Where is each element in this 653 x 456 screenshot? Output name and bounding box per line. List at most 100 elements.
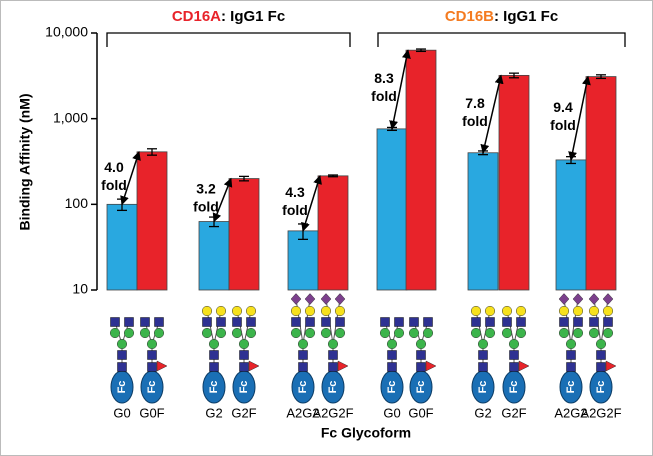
glcnac [124, 317, 134, 327]
glcnac [559, 317, 569, 327]
glycan-link [236, 310, 245, 345]
glycan-link [506, 310, 515, 345]
x-tick-label: G2F [501, 405, 526, 420]
fold-number: 3.2 [196, 181, 216, 197]
fold-number: 4.0 [104, 159, 124, 175]
bar [467, 152, 499, 291]
bar [106, 203, 138, 291]
fc-label: Fc [238, 381, 250, 394]
bar [405, 49, 437, 291]
fucose [425, 360, 437, 372]
fold-word: fold [282, 202, 308, 218]
error-bar [147, 148, 157, 156]
glcnac [140, 317, 150, 327]
mannose [565, 338, 577, 350]
mannose [327, 338, 339, 350]
mannose [379, 327, 391, 339]
x-tick-label: G0 [113, 405, 130, 420]
group-name: CD16A [172, 8, 221, 25]
bracket [106, 32, 351, 47]
glycan-link [475, 310, 484, 345]
fold-number: 7.8 [465, 95, 485, 111]
sialic-acid [290, 293, 302, 305]
galactose [201, 305, 213, 317]
error-bar [416, 48, 426, 53]
glcnac [328, 362, 338, 372]
bar [585, 76, 617, 291]
galactose [602, 305, 614, 317]
galactose [290, 305, 302, 317]
glcnac [416, 350, 426, 360]
galactose [501, 305, 513, 317]
glcnac [566, 362, 576, 372]
galactose [334, 305, 346, 317]
mannose [408, 327, 420, 339]
galactose [558, 305, 570, 317]
bar [317, 175, 349, 291]
glcnac [394, 317, 404, 327]
glcnac [147, 362, 157, 372]
mannose [501, 327, 513, 339]
glcnac [154, 317, 164, 327]
glcnac [202, 317, 212, 327]
sialic-acid [588, 293, 600, 305]
y-tick-label: 10 [72, 281, 88, 297]
glcnac [596, 350, 606, 360]
glcnac [328, 350, 338, 360]
mannose [393, 327, 405, 339]
glcnac [409, 317, 419, 327]
x-tick-label: A2G2 [554, 405, 587, 420]
mannose [123, 327, 135, 339]
glcnac [335, 317, 345, 327]
sialic-acid [304, 293, 316, 305]
mannose [415, 338, 427, 350]
fucose [605, 360, 617, 372]
sialic-acid [558, 293, 570, 305]
x-tick-label: A2G2 [286, 405, 319, 420]
galactose [515, 305, 527, 317]
fc-label: Fc [146, 381, 158, 394]
glcnac [416, 362, 426, 372]
x-tick-label: G0F [408, 405, 433, 420]
glcnac [117, 350, 127, 360]
bracket [377, 32, 626, 47]
mannose [386, 338, 398, 350]
glcnac [239, 362, 249, 372]
mannose [245, 327, 257, 339]
glcnac [485, 317, 495, 327]
glcnac [478, 362, 488, 372]
bar [228, 178, 260, 291]
glcnac [478, 350, 488, 360]
sialic-acid [320, 293, 332, 305]
fc-label: Fc [477, 381, 489, 394]
galactose [588, 305, 600, 317]
fc-label: Fc [508, 381, 520, 394]
x-tick-label: A2G2F [580, 405, 621, 420]
glcnac [509, 350, 519, 360]
fold-word: fold [550, 117, 576, 133]
fc-label: Fc [116, 381, 128, 394]
fold-number: 9.4 [553, 99, 573, 115]
mannose [334, 327, 346, 339]
glcnac [471, 317, 481, 327]
group-subtitle: : IgG1 Fc [221, 8, 285, 25]
mannose [116, 338, 128, 350]
fold-arrow [480, 74, 504, 154]
fc-label: Fc [297, 381, 309, 394]
y-tick-label: 1,000 [53, 109, 88, 125]
galactose [245, 305, 257, 317]
glcnac [321, 317, 331, 327]
sialic-acid [334, 293, 346, 305]
x-tick-label: G0 [383, 405, 400, 420]
glcnac [239, 350, 249, 360]
glcnac [380, 317, 390, 327]
mannose [290, 327, 302, 339]
fold-word: fold [371, 88, 397, 104]
glcnac [589, 317, 599, 327]
glcnac [147, 350, 157, 360]
fold-arrow [301, 174, 322, 232]
fc-label: Fc [565, 381, 577, 394]
fold-number: 4.3 [285, 184, 305, 200]
fold-number: 8.3 [374, 70, 394, 86]
mannose [484, 327, 496, 339]
